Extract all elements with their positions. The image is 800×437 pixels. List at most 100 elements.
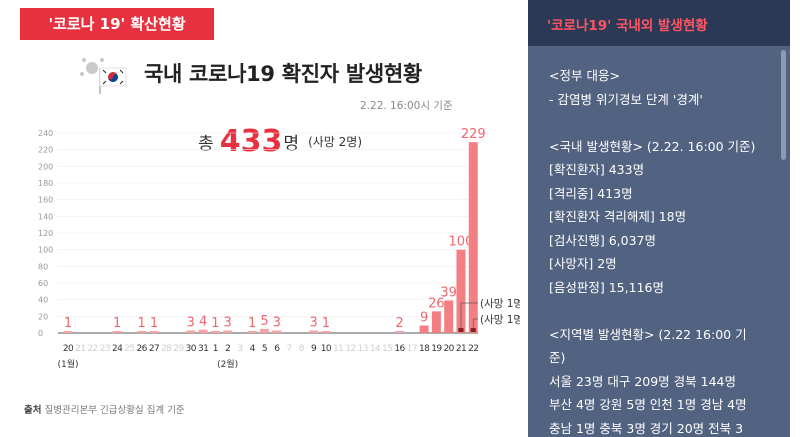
as-of-time: 2.22. 16:00시 기준 — [360, 100, 453, 112]
death-label: (사망 1명) — [480, 298, 520, 310]
bar-value-label: 100 — [449, 235, 474, 250]
death-marker — [458, 328, 464, 332]
bar — [112, 331, 122, 333]
bar — [272, 330, 282, 333]
y-tick-label: 220 — [38, 146, 53, 155]
x-tick-label: 28 — [161, 344, 172, 354]
month-label-jan: (1월) — [57, 358, 78, 370]
bar-value-label: 2 — [395, 316, 403, 331]
x-tick-label: 21 — [75, 344, 85, 354]
x-tick-label: 19 — [431, 344, 442, 354]
x-tick-label: 12 — [345, 344, 355, 354]
bar — [321, 331, 331, 333]
bar-value-label: 1 — [248, 316, 256, 331]
x-tick-label: 31 — [198, 344, 208, 354]
bar-value-label: 5 — [260, 314, 268, 329]
y-tick-label: 140 — [38, 212, 53, 221]
spread-status-badge: '코로나 19' 확산현황 — [20, 8, 214, 40]
bar — [456, 249, 466, 333]
x-tick-label: 18 — [419, 344, 430, 354]
status-line: [사망자] 2명 — [549, 256, 617, 271]
x-tick-label: 15 — [382, 344, 392, 354]
x-tick-label: 27 — [149, 344, 159, 354]
y-tick-label: 160 — [38, 196, 53, 205]
status-line: <지역별 발생현황> (2.22 16:00 기 — [549, 326, 747, 342]
x-tick-label: 20 — [63, 344, 74, 354]
bar-value-label: 9 — [420, 311, 428, 326]
bar — [149, 331, 159, 333]
bar-value-label: 1 — [113, 316, 121, 331]
y-tick-label: 20 — [38, 312, 48, 321]
x-tick-label: 22 — [468, 344, 478, 354]
total-unit: 명 — [283, 134, 299, 154]
bar — [419, 325, 429, 333]
x-tick-label: 9 — [311, 344, 317, 354]
y-tick-label: 180 — [38, 179, 53, 188]
status-text-body: <정부 대응> - 감염병 위기경보 단계 '경계' <국내 발생현황> (2.22… — [549, 64, 781, 437]
total-count: 433 — [219, 124, 283, 159]
bar — [395, 331, 405, 333]
bar-value-label: 1 — [150, 316, 158, 331]
status-line: <국내 발생현황> (2.22. 16:00 기준) — [549, 138, 756, 154]
y-tick-label: 80 — [38, 262, 48, 271]
x-tick-label: 26 — [137, 344, 148, 354]
x-tick-label: 10 — [321, 344, 332, 354]
status-line: [확진환자 격리해제] 18명 — [549, 209, 687, 224]
bar — [259, 328, 269, 333]
bar — [137, 331, 147, 333]
y-tick-label: 120 — [38, 229, 53, 238]
y-tick-label: 60 — [38, 279, 48, 288]
total-death: (사망 2명) — [308, 135, 363, 149]
x-tick-label: 7 — [286, 344, 291, 354]
status-line: 준) — [549, 350, 566, 365]
y-tick-label: 40 — [38, 296, 48, 305]
bar-value-label: 1 — [138, 316, 146, 331]
bar-value-label: 1 — [64, 316, 72, 331]
total-summary: 총 433명 (사망 2명) — [198, 124, 362, 160]
title-block: 국내 코로나19 확진자 발생현황 — [78, 54, 458, 94]
status-panel-title: '코로나19' 국내외 발생현황 — [547, 18, 708, 34]
bar-value-label: 26 — [428, 296, 445, 311]
virus-flag-icon — [80, 58, 127, 94]
bar-value-label: 229 — [461, 127, 486, 142]
x-tick-label: 25 — [124, 344, 134, 354]
bar-value-label: 3 — [187, 316, 195, 331]
bar-value-label: 39 — [440, 286, 457, 301]
x-tick-label: 13 — [358, 344, 368, 354]
status-line: [격리중] 413명 — [549, 185, 633, 201]
x-tick-label: 16 — [394, 344, 405, 354]
status-line: [검사진행] 6,037명 — [549, 232, 657, 248]
bar — [431, 311, 441, 333]
bar — [247, 331, 257, 333]
x-tick-label: 3 — [237, 344, 242, 354]
y-tick-label: 0 — [38, 329, 43, 338]
bar-value-label: 3 — [223, 316, 231, 331]
source-text: 질병관리본부 긴급상황실 집계 기준 — [44, 405, 185, 416]
status-line: 부산 4명 강원 5명 인천 1명 경남 4명 — [549, 397, 747, 412]
line-gap — [549, 111, 781, 135]
bar-value-label: 4 — [199, 315, 207, 330]
bar — [63, 331, 73, 333]
source-label: 출처 — [24, 405, 42, 416]
scrollbar[interactable] — [781, 50, 786, 160]
status-line: [음성판정] 15,116명 — [549, 279, 664, 295]
chart-title: 국내 코로나19 확진자 발생현황 — [144, 62, 422, 86]
bar-value-label: 1 — [322, 316, 330, 331]
bar — [309, 330, 319, 333]
month-label-feb: (2월) — [217, 358, 238, 370]
x-tick-label: 30 — [186, 344, 197, 354]
bar — [444, 300, 454, 333]
source-note: 출처 질병관리본부 긴급상황실 집계 기준 — [24, 402, 185, 416]
bar — [186, 330, 196, 333]
x-tick-label: 1 — [213, 344, 218, 354]
line-gap — [549, 299, 781, 323]
x-tick-label: 5 — [262, 344, 267, 354]
death-marker — [470, 328, 476, 332]
total-prefix: 총 — [198, 134, 214, 154]
y-tick-label: 100 — [38, 246, 53, 255]
x-tick-label: 11 — [333, 344, 343, 354]
status-line: 충남 1명 충북 3명 경기 20명 전북 3 — [549, 420, 744, 436]
x-tick-label: 21 — [456, 344, 466, 354]
